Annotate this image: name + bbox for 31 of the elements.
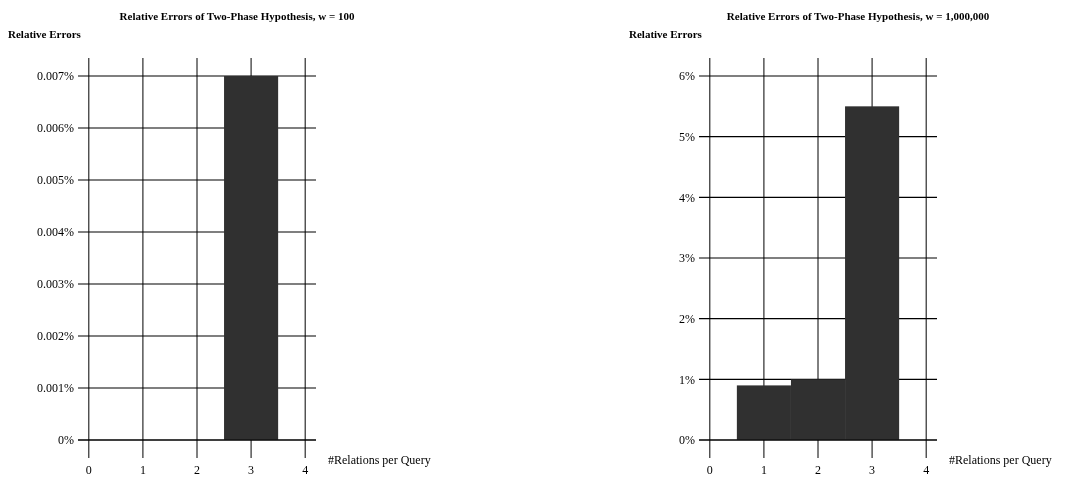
- y-tick-label: 3%: [679, 251, 695, 266]
- y-axis-title: Relative Errors: [8, 28, 82, 40]
- y-tick-label: 0.006%: [37, 121, 74, 136]
- x-tick-label: 3: [869, 463, 876, 477]
- y-tick-label: 5%: [679, 129, 695, 144]
- x-tick-label: 4: [302, 463, 309, 477]
- y-tick-label: 0.007%: [37, 69, 74, 84]
- x-tick-label: 0: [706, 463, 713, 477]
- x-tick-label: 2: [815, 463, 821, 477]
- y-tick-label: 0.003%: [37, 277, 74, 292]
- y-tick-label: 0.004%: [37, 225, 74, 240]
- y-tick-label: 2%: [679, 311, 695, 326]
- x-tick-label: 3: [248, 463, 255, 477]
- x-tick-label: 2: [194, 463, 200, 477]
- chart-title: Relative Errors of Two-Phase Hypothesis, w = 100: [119, 10, 355, 22]
- x-tick-label: 0: [85, 463, 92, 477]
- chart-title: Relative Errors of Two-Phase Hypothesis, w = 1,000,000: [726, 10, 990, 22]
- x-axis-title: #Relations per Query: [949, 453, 1052, 467]
- x-tick-label: 1: [760, 463, 767, 477]
- y-tick-label: 1%: [679, 372, 695, 387]
- y-tick-label: 0%: [58, 433, 74, 448]
- x-tick-label: 1: [139, 463, 146, 477]
- y-tick-label: 0.001%: [37, 381, 74, 396]
- x-axis-title: #Relations per Query: [328, 453, 431, 467]
- x-tick-label: 4: [923, 463, 930, 477]
- y-tick-label: 0%: [679, 433, 695, 448]
- y-tick-label: 0.002%: [37, 329, 74, 344]
- y-axis-title: Relative Errors: [629, 28, 703, 40]
- y-tick-label: 6%: [679, 69, 695, 84]
- y-tick-label: 0.005%: [37, 173, 74, 188]
- y-tick-label: 4%: [679, 190, 695, 205]
